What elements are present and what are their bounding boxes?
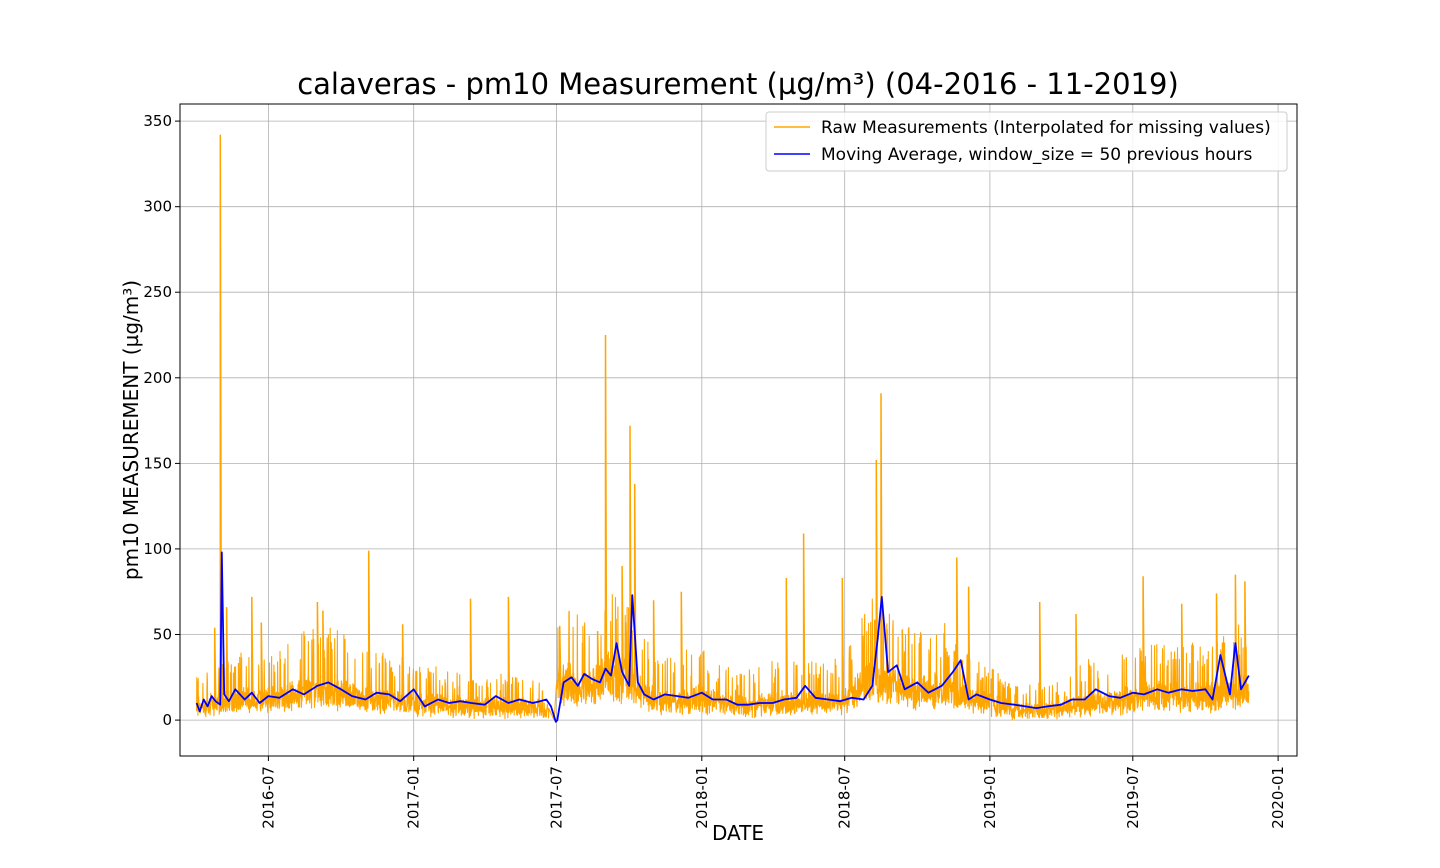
raw-peak-spike [875,459,879,679]
raw-peak-spike [1038,601,1042,707]
raw-peak-spike [596,631,600,679]
raw-peak-spike [1244,581,1247,687]
y-axis-label: pm10 MEASUREMENT (µg/m³) [119,280,143,580]
raw-peak-spike [901,629,905,685]
raw-peak-spike [841,577,845,697]
x-tick-label: 2018-01 [693,766,711,829]
raw-peak-spike [322,610,325,687]
raw-peak-spike [225,607,229,699]
legend-label-moving-average: Moving Average, window_size = 50 previou… [821,145,1253,165]
raw-peak-spike [1180,603,1184,693]
y-tick-label: 50 [153,626,172,644]
plot-frame [179,103,1298,757]
raw-peak-spike [604,334,608,673]
raw-peak-spike [401,624,405,699]
x-tick-label: 2017-01 [405,766,423,829]
legend-label-raw: Raw Measurements (Interpolated for missi… [821,118,1271,138]
tick-layer: 0 50 100 150 200 250 300 350 2016-07 2017-01 2017-… [143,112,1287,829]
raw-peak-spike [251,596,254,695]
x-axis-label: DATE [712,821,764,845]
raw-peak-spike [507,596,511,704]
y-tick-label: 350 [143,112,172,130]
raw-peak-spike [1075,613,1078,702]
raw-peak-spike [1142,576,1145,694]
x-tick-label: 2019-01 [981,766,999,829]
series-line-raw [196,594,1250,721]
raw-peak-spike [956,557,959,692]
series-line-moving-average [195,551,1250,723]
x-tick-label: 2016-07 [259,766,277,829]
raw-peak-spike [802,533,806,699]
raw-peak-spike [1215,593,1219,692]
raw-peak-spike [469,598,473,704]
raw-peak-spike [558,625,562,682]
x-tick-label: 2019-07 [1124,766,1142,829]
raw-peak-spike [652,600,656,697]
y-tick-label: 0 [162,711,172,729]
raw-peak-spike [633,483,637,682]
y-tick-label: 150 [143,454,172,472]
raw-peak-spike [629,425,632,678]
raw-peak-spike [213,627,217,701]
raw-peak-spike [260,622,264,696]
legend: Raw Measurements (Interpolated for missi… [765,111,1288,172]
raw-peak-spike [621,565,624,676]
y-tick-label: 200 [143,369,172,387]
y-tick-label: 300 [143,198,172,216]
chart-title: calaveras - pm10 Measurement (µg/m³) (04… [297,67,1179,101]
raw-peak-spike [367,550,371,695]
x-tick-label: 2020-01 [1269,766,1287,829]
raw-peak-spike [967,586,971,696]
raw-peak-spike [785,577,789,699]
grid-layer [180,104,1297,756]
raw-peak-spike [1234,574,1238,689]
x-tick-label: 2017-07 [548,766,566,829]
x-tick-label: 2018-07 [836,766,854,829]
legend-box [765,111,1288,172]
raw-peak-spike [880,393,883,680]
raw-peak-spike [680,591,684,698]
y-tick-label: 250 [143,283,172,301]
plot-layer [195,134,1250,723]
y-tick-label: 100 [143,540,172,558]
raw-peak-spike [316,601,320,686]
raw-peak-spike [219,134,223,700]
